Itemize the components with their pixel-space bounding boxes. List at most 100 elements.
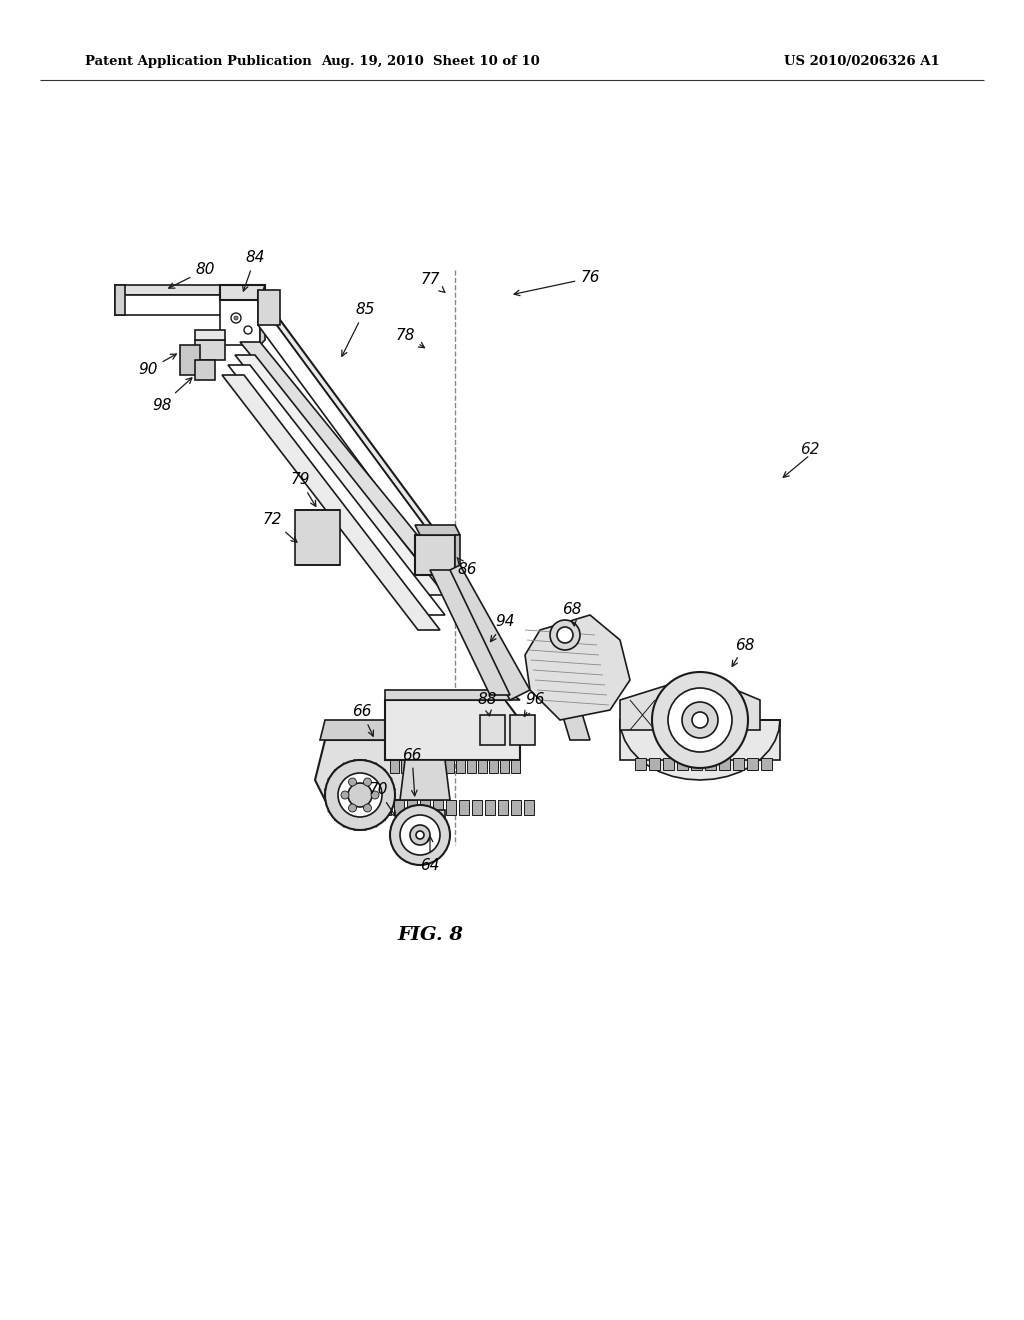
Polygon shape xyxy=(415,525,460,535)
Polygon shape xyxy=(485,800,495,814)
Polygon shape xyxy=(115,294,228,315)
Polygon shape xyxy=(220,300,260,345)
Polygon shape xyxy=(445,760,454,774)
Text: 62: 62 xyxy=(800,442,820,458)
Polygon shape xyxy=(467,760,476,774)
Polygon shape xyxy=(761,758,772,770)
Text: 85: 85 xyxy=(342,302,375,356)
Circle shape xyxy=(244,326,252,334)
Polygon shape xyxy=(455,535,460,576)
Circle shape xyxy=(682,702,718,738)
Circle shape xyxy=(416,832,424,840)
Polygon shape xyxy=(525,615,630,719)
Circle shape xyxy=(652,672,748,768)
Polygon shape xyxy=(746,758,758,770)
Polygon shape xyxy=(472,800,482,814)
Text: 68: 68 xyxy=(562,602,582,626)
Polygon shape xyxy=(195,360,215,380)
Circle shape xyxy=(348,783,372,807)
Polygon shape xyxy=(663,758,674,770)
Polygon shape xyxy=(222,375,440,630)
Polygon shape xyxy=(511,760,520,774)
Text: Aug. 19, 2010  Sheet 10 of 10: Aug. 19, 2010 Sheet 10 of 10 xyxy=(321,55,540,69)
Text: 90: 90 xyxy=(138,354,176,378)
Text: 77: 77 xyxy=(420,272,444,293)
Text: 86: 86 xyxy=(457,557,477,578)
Polygon shape xyxy=(220,285,265,300)
Polygon shape xyxy=(420,810,445,830)
Text: 80: 80 xyxy=(169,263,215,288)
Polygon shape xyxy=(258,290,280,325)
Polygon shape xyxy=(456,760,465,774)
Polygon shape xyxy=(440,565,530,700)
Polygon shape xyxy=(446,800,456,814)
Polygon shape xyxy=(368,800,378,814)
Polygon shape xyxy=(691,758,702,770)
Polygon shape xyxy=(423,760,432,774)
Polygon shape xyxy=(407,800,417,814)
Text: 68: 68 xyxy=(732,638,755,667)
Polygon shape xyxy=(180,345,200,375)
Text: 94: 94 xyxy=(490,615,515,642)
Polygon shape xyxy=(635,758,646,770)
Circle shape xyxy=(341,791,349,799)
Polygon shape xyxy=(260,285,265,345)
Polygon shape xyxy=(459,800,469,814)
Circle shape xyxy=(338,774,382,817)
Text: 98: 98 xyxy=(153,378,191,412)
Text: 72: 72 xyxy=(262,512,297,543)
Polygon shape xyxy=(620,719,780,780)
Polygon shape xyxy=(510,715,535,744)
Circle shape xyxy=(668,688,732,752)
Text: US 2010/0206326 A1: US 2010/0206326 A1 xyxy=(784,55,940,69)
Polygon shape xyxy=(315,741,410,800)
Polygon shape xyxy=(733,758,744,770)
Polygon shape xyxy=(394,800,404,814)
Polygon shape xyxy=(240,342,450,576)
Polygon shape xyxy=(480,715,505,744)
Polygon shape xyxy=(401,760,410,774)
Polygon shape xyxy=(415,535,455,576)
Polygon shape xyxy=(500,760,509,774)
Polygon shape xyxy=(433,800,443,814)
Text: 84: 84 xyxy=(243,251,265,290)
Polygon shape xyxy=(381,800,391,814)
Polygon shape xyxy=(258,290,435,540)
Polygon shape xyxy=(719,758,730,770)
Polygon shape xyxy=(649,758,660,770)
Polygon shape xyxy=(430,570,510,696)
Polygon shape xyxy=(498,800,508,814)
Circle shape xyxy=(348,804,356,812)
Text: 76: 76 xyxy=(514,271,600,296)
Text: 96: 96 xyxy=(524,693,545,717)
Polygon shape xyxy=(524,800,534,814)
Text: 66: 66 xyxy=(402,747,422,796)
Text: Patent Application Publication: Patent Application Publication xyxy=(85,55,311,69)
Polygon shape xyxy=(400,760,450,800)
Text: 64: 64 xyxy=(420,836,439,873)
Polygon shape xyxy=(258,300,435,565)
Polygon shape xyxy=(489,760,498,774)
Polygon shape xyxy=(555,649,580,700)
Polygon shape xyxy=(412,760,421,774)
Circle shape xyxy=(371,791,379,799)
Polygon shape xyxy=(420,800,430,814)
Polygon shape xyxy=(319,719,410,741)
Polygon shape xyxy=(195,341,225,360)
Circle shape xyxy=(325,760,395,830)
Circle shape xyxy=(400,814,440,855)
Text: 66: 66 xyxy=(352,705,374,737)
Polygon shape xyxy=(620,675,760,730)
Text: 78: 78 xyxy=(395,327,425,347)
Polygon shape xyxy=(385,690,520,700)
Polygon shape xyxy=(705,758,716,770)
Text: 79: 79 xyxy=(290,473,315,507)
Circle shape xyxy=(231,313,241,323)
Circle shape xyxy=(364,804,372,812)
Circle shape xyxy=(348,777,356,785)
Text: FIG. 8: FIG. 8 xyxy=(397,927,463,944)
Polygon shape xyxy=(234,355,445,595)
Text: 88: 88 xyxy=(477,693,497,715)
Polygon shape xyxy=(355,800,365,814)
Polygon shape xyxy=(385,700,520,760)
